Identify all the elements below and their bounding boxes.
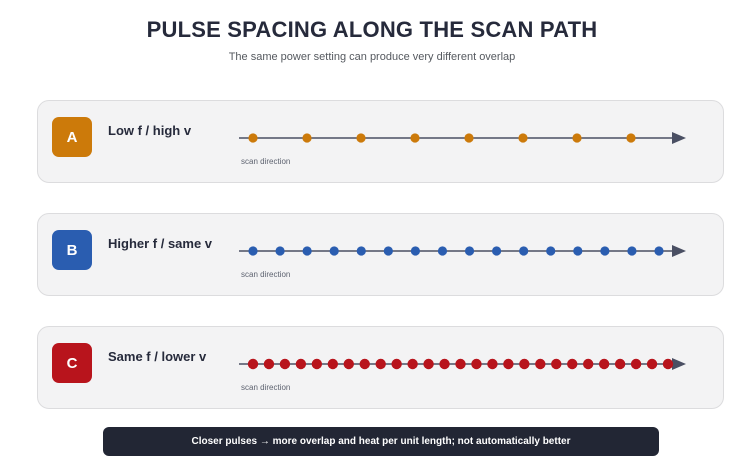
pulse-dot	[356, 246, 366, 256]
pulse-dot	[573, 246, 583, 256]
panel-a-label: Low f / high v	[108, 123, 192, 138]
panel-a: A Low f / high v scan direction	[37, 100, 724, 183]
pulse-dot	[518, 133, 528, 143]
pulse-dot	[375, 358, 386, 370]
pulse-dot	[551, 358, 562, 370]
pulse-dot	[248, 246, 258, 256]
pulse-dot	[546, 246, 556, 256]
pulse-dot	[247, 358, 259, 370]
pulse-dot	[343, 358, 354, 370]
pulse-dot	[582, 358, 594, 370]
pulse-dot	[407, 358, 418, 370]
pulse-dot	[464, 133, 474, 143]
pulse-dot	[437, 246, 448, 256]
pulse-dot	[519, 246, 529, 256]
panel-c: C Same f / lower v scan direction	[37, 326, 724, 409]
panel-c-label: Same f / lower v	[108, 349, 207, 364]
pulse-dot	[572, 133, 582, 143]
pulse-dot	[626, 133, 636, 143]
pulse-dot	[275, 246, 285, 256]
pulse-dot	[662, 358, 674, 370]
pulse-dot	[423, 358, 434, 370]
pulse-dot	[302, 133, 312, 143]
pulse-dot	[391, 358, 402, 370]
pulse-dot	[248, 133, 258, 143]
pulse-dot	[627, 246, 637, 256]
pulse-dot	[311, 358, 323, 370]
pulse-dot	[410, 246, 420, 256]
scan-path-a	[239, 132, 686, 144]
pulse-dot	[600, 246, 610, 256]
page-title: PULSE SPACING ALONG THE SCAN PATH	[146, 17, 598, 42]
panel-b-label: Higher f / same v	[108, 236, 213, 251]
pulse-dot	[492, 246, 502, 256]
pulse-dot	[356, 133, 366, 143]
pulse-dot	[646, 358, 658, 370]
pulse-dot	[359, 358, 370, 370]
page-subtitle: The same power setting can produce very …	[228, 51, 516, 63]
scan-direction-caption: scan direction	[241, 157, 291, 166]
arrowhead-icon	[672, 132, 686, 144]
pulse-dot	[519, 358, 530, 370]
footer-note: Closer pulses → more overlap and heat pe…	[103, 427, 659, 456]
pulse-dot	[383, 246, 393, 256]
pulse-dot	[327, 358, 339, 370]
pulse-dot	[598, 358, 610, 370]
pulse-dot	[471, 358, 482, 370]
pulse-dot	[614, 358, 626, 370]
pulse-dot	[567, 358, 578, 370]
badge-b: B	[52, 230, 92, 270]
pulse-dot	[503, 358, 514, 370]
panel-b: B Higher f / same v scan direction	[37, 213, 724, 296]
pulse-dot	[263, 358, 275, 370]
arrowhead-icon	[672, 358, 686, 370]
pulse-dot	[439, 358, 450, 370]
scan-direction-caption: scan direction	[241, 383, 291, 392]
pulse-dot	[464, 246, 475, 256]
pulse-dot	[329, 246, 339, 256]
pulse-dot	[302, 246, 312, 256]
pulse-dot	[455, 358, 466, 370]
badge-c: C	[52, 343, 92, 383]
pulse-dot	[410, 133, 420, 143]
pulse-dot	[654, 246, 664, 256]
badge-a: A	[52, 117, 92, 157]
arrowhead-icon	[672, 245, 686, 257]
scan-path-b	[239, 245, 686, 257]
pulse-dot	[279, 358, 291, 370]
scan-direction-caption: scan direction	[241, 270, 291, 279]
scan-path-c	[239, 358, 686, 370]
pulse-dot	[487, 358, 498, 370]
pulse-dot	[535, 358, 546, 370]
pulse-dot	[295, 358, 307, 370]
pulse-dot	[630, 358, 642, 370]
